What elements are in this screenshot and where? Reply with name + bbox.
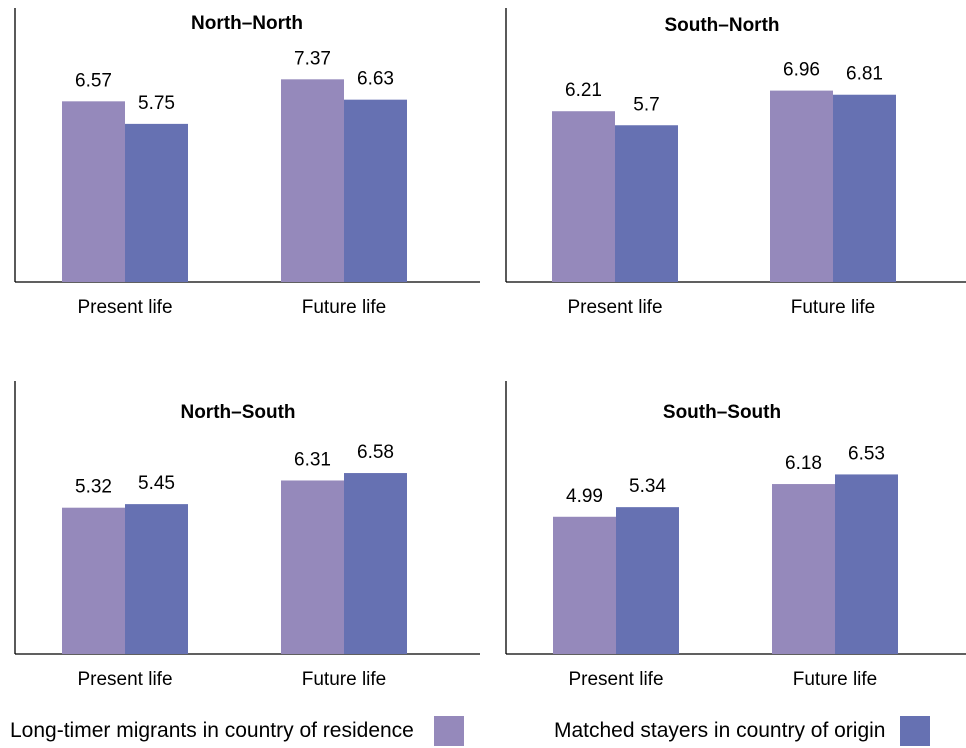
bar (62, 101, 125, 282)
category-label: Future life (791, 297, 875, 318)
category-label: Present life (568, 669, 663, 690)
bar (125, 504, 188, 654)
bar (281, 79, 344, 282)
bar (553, 516, 616, 654)
legend-swatch-stayers (899, 716, 930, 746)
data-label: 5.32 (75, 477, 112, 498)
bar (772, 484, 835, 654)
category-label: Future life (793, 669, 877, 690)
category-label: Future life (302, 669, 386, 690)
bar (833, 94, 896, 282)
category-label: Present life (567, 297, 662, 318)
data-label: 5.7 (633, 94, 659, 115)
data-label: 6.57 (75, 70, 112, 91)
legend-item-migrants: Long-timer migrants in country of reside… (10, 714, 464, 748)
bar (344, 99, 407, 282)
panel-title: North–North (191, 13, 303, 34)
bar (616, 507, 679, 654)
legend-swatch-migrants (433, 716, 464, 746)
panel-title: North–South (180, 402, 295, 423)
data-label: 5.45 (138, 473, 175, 494)
data-label: 7.37 (294, 48, 331, 69)
data-label: 5.34 (629, 476, 666, 497)
bar (62, 507, 125, 654)
chart-canvas: North–North 6.57 5.75 Present life 7.37 6.63 F… (14, 8, 966, 690)
category-label: Future life (302, 297, 386, 318)
bar (281, 480, 344, 654)
data-label: 4.99 (566, 486, 603, 507)
legend-label-migrants: Long-timer migrants in country of reside… (10, 719, 414, 742)
data-label: 6.21 (565, 80, 602, 101)
panel-title: South–North (664, 15, 779, 36)
panel-title: South–South (663, 402, 781, 423)
category-label: Present life (77, 669, 172, 690)
data-label: 6.63 (357, 69, 394, 90)
legend-label-stayers: Matched stayers in country of origin (554, 719, 886, 742)
bar (770, 90, 833, 282)
data-label: 5.75 (138, 93, 175, 114)
bar (552, 111, 615, 282)
legend-item-stayers: Matched stayers in country of origin (554, 714, 930, 748)
bar (344, 473, 407, 654)
data-label: 6.18 (785, 453, 822, 474)
category-label: Present life (77, 297, 172, 318)
data-label: 6.81 (846, 64, 883, 85)
data-label: 6.96 (783, 60, 820, 81)
bar (125, 123, 188, 282)
data-label: 6.58 (357, 442, 394, 463)
bar (615, 125, 678, 282)
data-label: 6.31 (294, 449, 331, 470)
data-label: 6.53 (848, 443, 885, 464)
bar (835, 474, 898, 654)
